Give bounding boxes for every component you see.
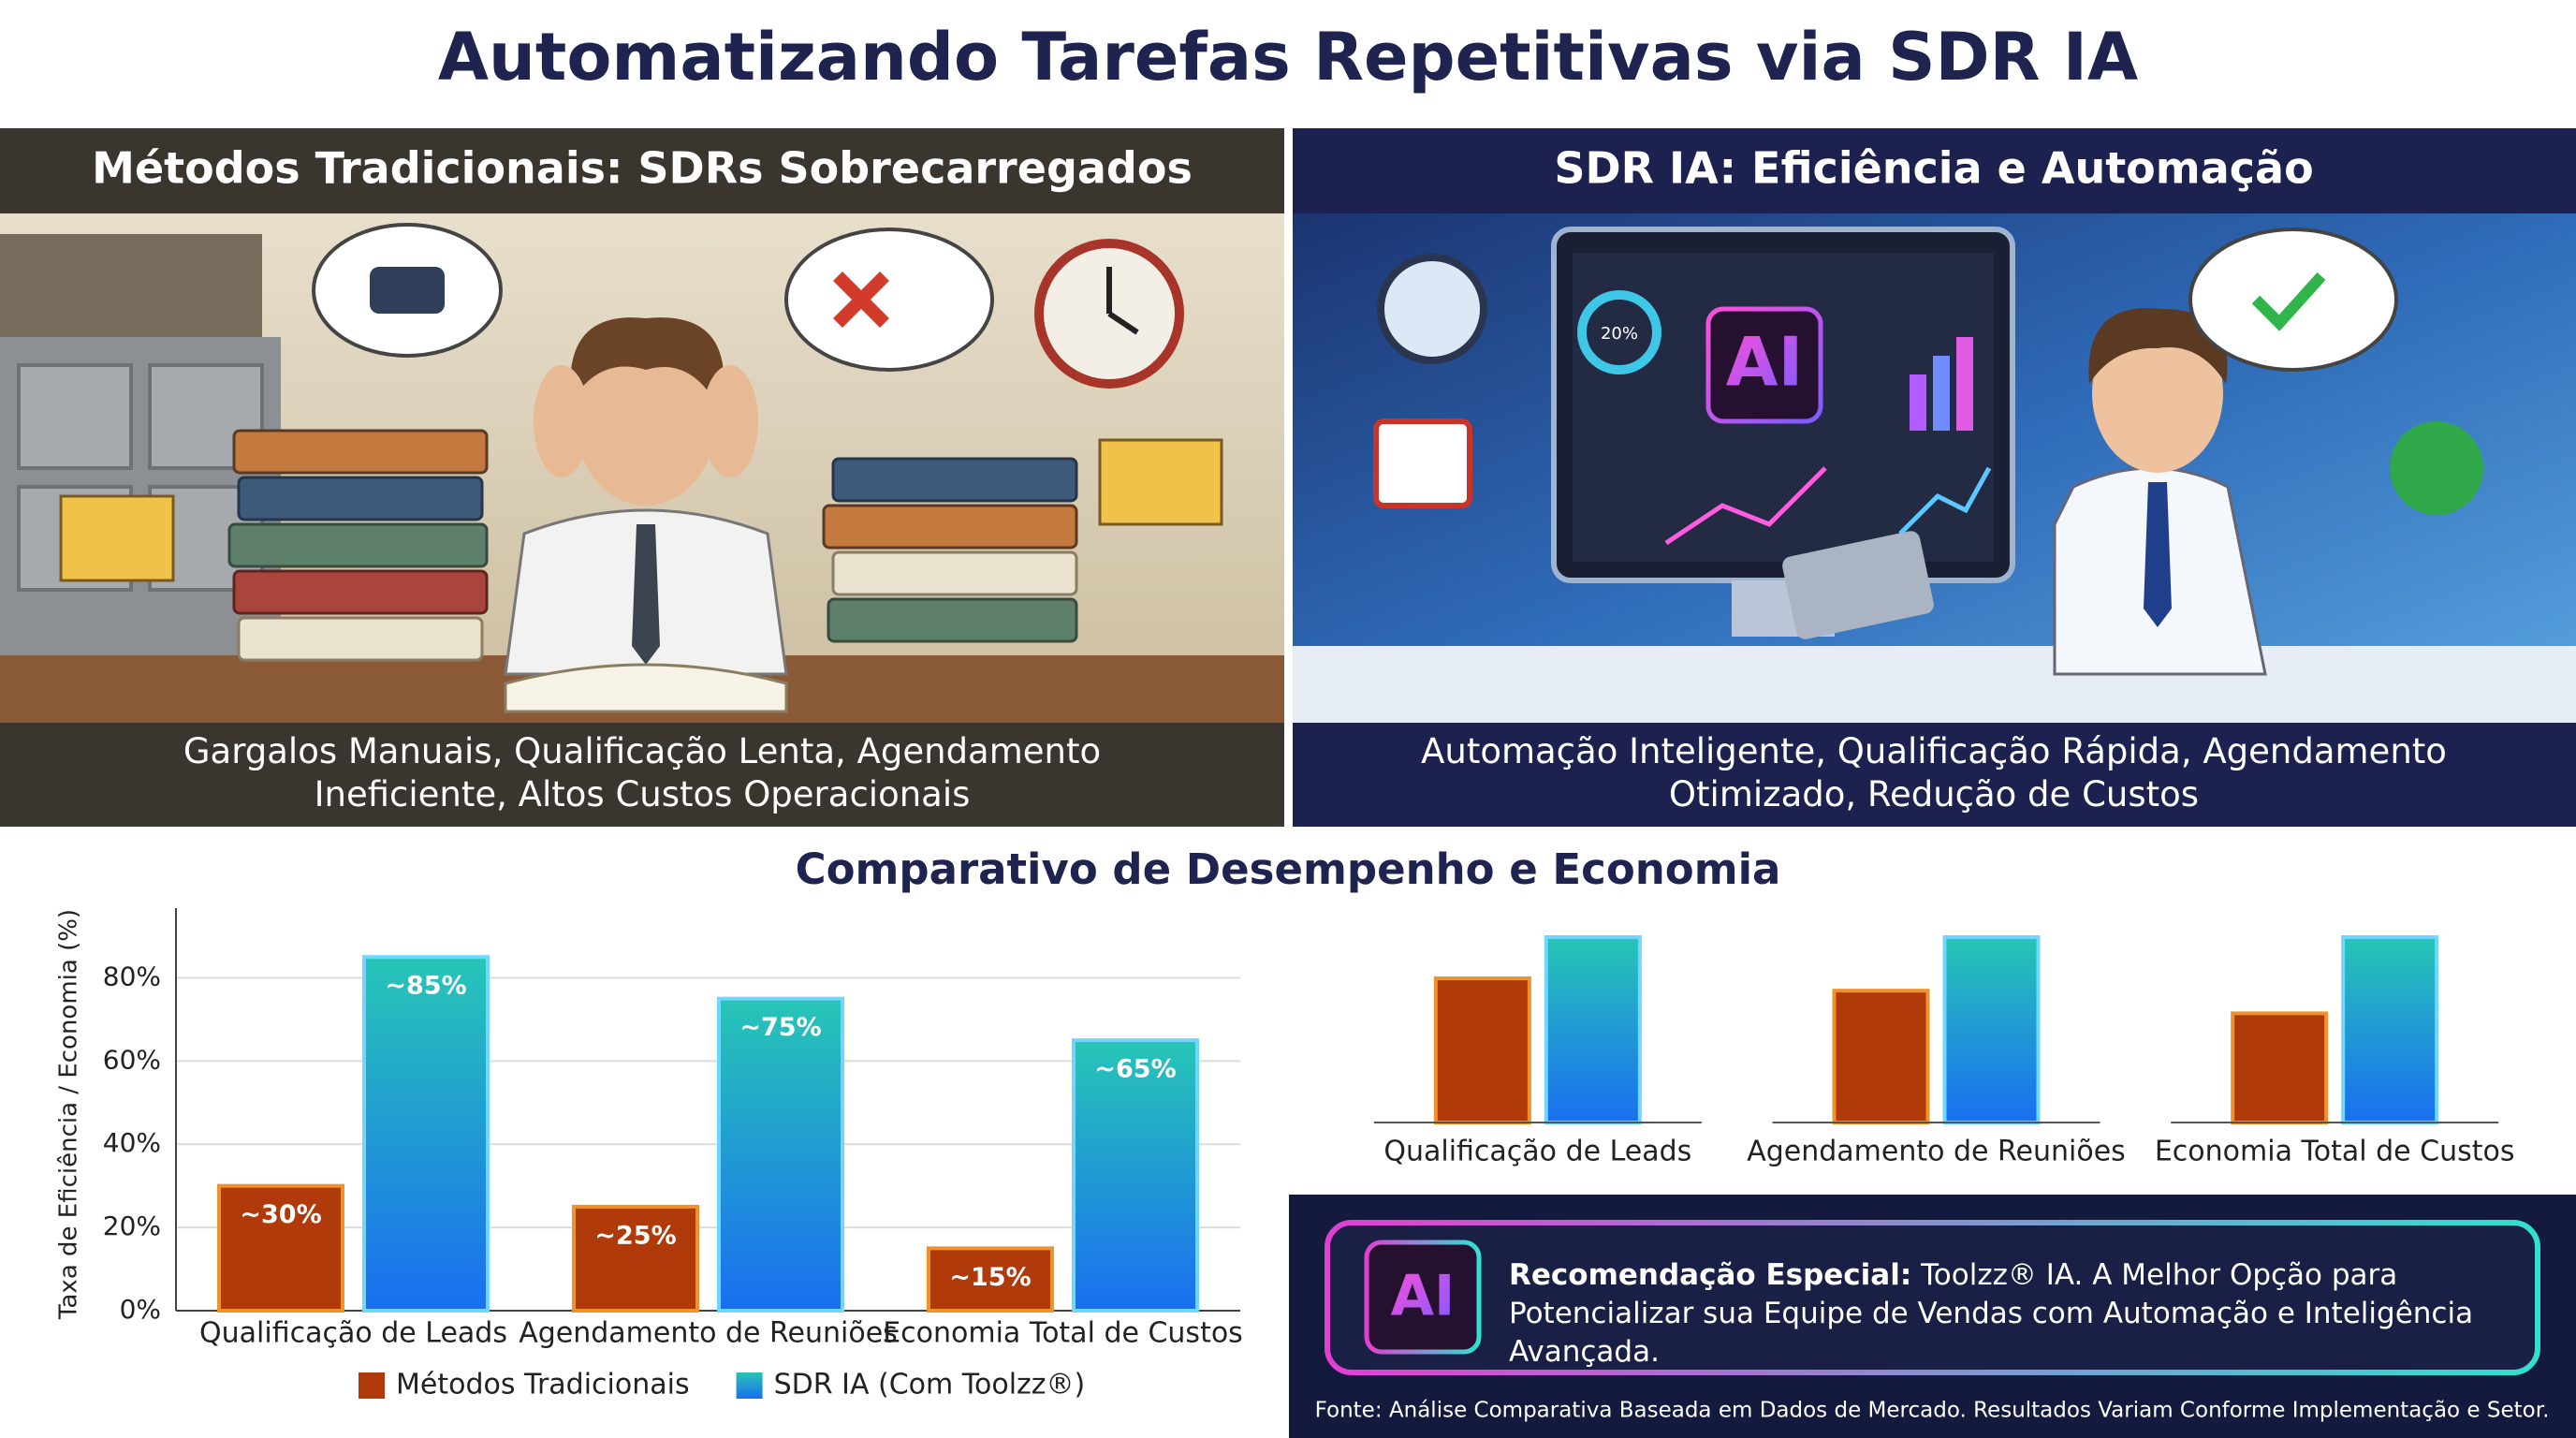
screen-gauge: 20% xyxy=(1601,324,1638,344)
recommendation-box xyxy=(1325,1220,2540,1375)
left-illustration-part xyxy=(232,569,489,615)
legend-swatch xyxy=(359,1372,385,1399)
left-illustration-part xyxy=(576,337,716,506)
left-illustration-part xyxy=(570,317,724,412)
legend-label: SDR IA (Com Toolzz®) xyxy=(774,1369,1086,1401)
recommendation-label: Recomendação Especial: xyxy=(1509,1258,1912,1292)
right-illustration-part xyxy=(1782,531,1934,639)
right-illustration-part xyxy=(2088,308,2228,384)
left-illustration-part xyxy=(237,476,484,521)
left-illustration-part xyxy=(59,494,175,582)
left-illustration-part xyxy=(702,365,758,477)
recommendation-icon-text: AI xyxy=(1391,1264,1456,1329)
right-illustration-part xyxy=(1898,466,1992,536)
recommendation-text: Recomendação Especial: Toolzz® IA. A Mel… xyxy=(1509,1256,2520,1372)
value-label: ~85% xyxy=(385,972,466,1001)
right-illustration-part xyxy=(2251,271,2326,331)
right-illustration-part xyxy=(1705,306,1823,424)
bar xyxy=(1072,1038,1199,1313)
right-illustration-part xyxy=(2390,421,2483,515)
right-illustration-part xyxy=(1293,646,2576,723)
source-note: Fonte: Análise Comparativa Baseada em Da… xyxy=(1315,1399,2550,1423)
y-tick-label: 20% xyxy=(103,1211,161,1241)
right-illustration-part xyxy=(1933,356,1950,431)
bar xyxy=(572,1204,699,1313)
legend: Métodos Tradicionais SDR IA (Com Toolzz®) xyxy=(359,1369,1085,1401)
recommendation-icon xyxy=(1364,1240,1482,1355)
value-label: ~30% xyxy=(240,1200,321,1229)
y-tick-label: 0% xyxy=(120,1294,161,1325)
x-tick-label: Qualificação de Leads xyxy=(1383,1136,1691,1168)
bar xyxy=(1942,935,2041,1124)
x-tick-label: Agendamento de Reuniões xyxy=(1747,1136,2126,1168)
right-illustration-part xyxy=(2092,314,2223,473)
left-illustration-part xyxy=(237,616,484,662)
legend-swatch xyxy=(736,1372,763,1399)
left-illustration-part xyxy=(632,524,660,665)
left-illustration-part xyxy=(534,365,590,477)
y-tick-label: 40% xyxy=(103,1127,161,1158)
x-tick-label: Agendamento de Reuniões xyxy=(519,1317,898,1350)
left-heading: Métodos Tradicionais: SDRs Sobrecarregad… xyxy=(92,143,1193,194)
left-illustration-part xyxy=(227,522,489,568)
bar xyxy=(717,996,844,1313)
left-caption: Gargalos Manuais, Qualificação Lenta, Ag… xyxy=(183,731,1102,814)
y-tick-label: 60% xyxy=(103,1044,161,1075)
bar xyxy=(927,1246,1054,1313)
left-illustration-part xyxy=(784,227,994,372)
right-illustration-part xyxy=(1577,290,1661,374)
x-tick-label: Economia Total de Custos xyxy=(2155,1136,2515,1168)
section-title: Comparativo de Desempenho e Economia xyxy=(796,844,1781,894)
left-illustration-part xyxy=(504,663,788,713)
screen-badge: AI xyxy=(1726,323,1804,402)
right-illustration-part xyxy=(1956,337,1973,431)
x-tick-label: Qualificação de Leads xyxy=(199,1317,507,1350)
page-title: Automatizando Tarefas Repetitivas via SD… xyxy=(438,19,2138,95)
left-illustration-part xyxy=(232,429,489,475)
left-illustration xyxy=(0,223,1284,723)
bar xyxy=(2341,935,2439,1124)
left-illustration-part xyxy=(831,457,1078,503)
right-heading: SDR IA: Eficiência e Automação xyxy=(1554,143,2313,194)
recommendation-body: Toolzz® IA. A Melhor Opção para Potencia… xyxy=(1509,1258,2474,1369)
bar xyxy=(1832,989,1930,1124)
bar xyxy=(2231,1011,2329,1125)
bar xyxy=(1544,935,1642,1124)
bar xyxy=(1433,976,1531,1124)
right-illustration-part xyxy=(2144,482,2172,627)
y-tick-label: 80% xyxy=(103,961,161,991)
x-tick-label: Economia Total de Custos xyxy=(883,1317,1243,1350)
right-illustration-part xyxy=(1664,466,1827,546)
left-illustration-part xyxy=(833,271,889,328)
y-axis-label: Taxa de Eficiência / Economia (%) xyxy=(55,909,83,1320)
left-illustration-part xyxy=(831,550,1078,596)
right-illustration xyxy=(1293,227,2576,723)
right-illustration-part xyxy=(1910,374,1926,431)
value-label: ~75% xyxy=(739,1013,821,1042)
left-illustration-part xyxy=(370,267,445,314)
left-illustration-part xyxy=(822,504,1078,550)
value-label: ~25% xyxy=(594,1221,676,1250)
right-caption: Automação Inteligente, Qualificação Rápi… xyxy=(1421,731,2447,814)
right-illustration-part xyxy=(1377,254,1487,364)
legend-label: Métodos Tradicionais xyxy=(396,1369,690,1401)
left-illustration-part xyxy=(827,597,1078,643)
bar xyxy=(217,1183,344,1313)
left-illustration-part xyxy=(0,234,262,337)
value-label: ~65% xyxy=(1094,1055,1176,1084)
bar xyxy=(362,955,490,1313)
value-label: ~15% xyxy=(949,1263,1031,1292)
left-illustration-part xyxy=(1106,267,1139,335)
left-illustration-part xyxy=(1098,438,1223,526)
left-illustration-part xyxy=(17,363,133,470)
right-illustration-part xyxy=(1373,418,1472,508)
